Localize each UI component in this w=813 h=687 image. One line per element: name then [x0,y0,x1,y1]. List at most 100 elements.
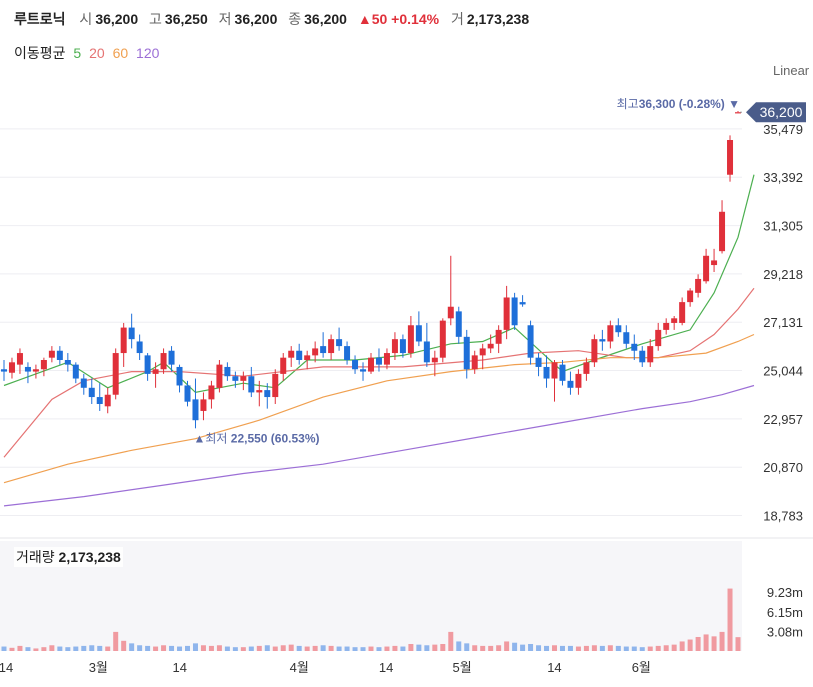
candle-body [391,339,398,354]
ma-legend-20[interactable]: 20 [89,45,105,61]
volume-bar [232,647,238,651]
close-label: 종 [288,11,302,27]
last-price-tag-bg [746,102,806,123]
min-annotation-value: 22,550 (60.53%) [231,431,320,445]
candle-body [8,362,15,373]
price-tick-label: 31,305 [763,219,803,234]
volume-bar [57,646,63,651]
candle-body [559,364,566,381]
volume-panel-bg [0,541,742,651]
candle-body [48,350,55,358]
volume-bar [328,645,334,651]
volume-panel-value: 2,173,238 [58,549,121,565]
scale-mode-toggle[interactable]: Linear [773,63,810,78]
volume-bar [73,646,79,651]
candle-body [32,369,39,372]
volume-bar [663,645,669,651]
candle-body [375,357,382,365]
min-annotation: ▲최저 22,550 (60.53%) [193,431,319,445]
volume-bar [137,645,143,651]
volume-bar [224,646,230,651]
candle-body [647,346,654,363]
candle-body [280,357,287,374]
volume-bar [153,646,159,651]
ma-legend-title: 이동평균 [14,45,66,61]
volume-bar [49,645,55,651]
candle-body [176,366,183,386]
candle-body [623,332,630,344]
candle-body [96,397,103,404]
candle-body [551,362,558,379]
ma-line-120 [3,384,755,507]
candle-body [344,346,351,360]
ma-legend-120[interactable]: 120 [136,45,160,61]
volume-bar [312,645,318,651]
volume-bar [384,646,390,651]
price-tick-label: 33,392 [763,170,803,185]
volume-bar [631,646,637,651]
volume-bar [639,647,645,651]
ma-legend-5[interactable]: 5 [73,45,82,61]
volume-panel-label: 거래량 [16,549,55,565]
volume-panel-title: 거래량 2,173,238 [14,547,123,567]
last-price-value: 36,200 [760,104,803,120]
volume-bar [440,643,446,651]
volume-bar [432,644,438,651]
candle-body [232,376,239,381]
x-tick-label: 4월 [290,660,309,675]
price-tick-label: 18,783 [763,509,803,524]
candle-body [527,325,534,358]
volume-bar [703,634,709,651]
candle-body [663,322,670,330]
candle-body [503,297,510,330]
volume-bar [607,645,613,651]
candle-body [256,390,263,393]
volume-bar [264,645,270,651]
candle-body [184,385,191,402]
candle-body [415,325,422,342]
volume-bar [320,645,326,651]
volume-bar [216,645,222,651]
volume-bar [544,645,550,651]
volume-bar [623,646,629,651]
volume-bar [360,647,366,651]
candle-body [399,339,406,354]
price-tick-label: 22,957 [763,412,803,427]
candle-body [312,348,319,356]
candle-body [495,329,502,344]
candle-body [583,362,590,374]
x-tick-label: 14 [173,660,187,675]
candle-body [487,343,494,349]
candle-body [615,325,622,333]
volume-bar [288,644,294,651]
close-value: 36,200 [304,11,347,27]
volume-value: 2,173,238 [466,11,530,27]
price-tick-label: 29,218 [763,267,803,282]
volume-bar [536,645,542,651]
moving-average-legend[interactable]: 이동평균 5 20 60 120 [14,43,163,63]
candle-body [168,350,175,365]
candle-body [535,357,542,367]
x-tick-label: 14 [547,660,561,675]
volume-bar [719,631,725,651]
volume-bar [41,647,47,651]
candle-body [192,399,199,421]
candle-body [40,360,47,370]
candle-body [431,357,438,363]
x-tick-label: 14 [0,660,13,675]
ma-legend-60[interactable]: 60 [112,45,129,61]
volume-bar [33,648,39,651]
candle-body [112,353,119,395]
candle-body [735,112,741,114]
candle-body [607,325,614,342]
candle-body [463,336,470,370]
candle-body [567,380,574,388]
candle-body [727,140,734,175]
candle-body [272,373,279,398]
volume-bar [177,646,183,651]
candle-body [16,353,23,365]
candle-body [639,350,646,363]
volume-bar [121,640,127,651]
candle-body [216,364,223,388]
